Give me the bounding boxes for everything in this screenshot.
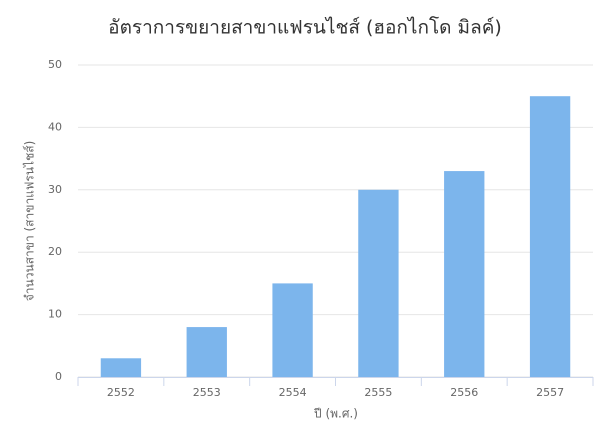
bar (444, 171, 485, 377)
y-tick-label: 50 (48, 58, 62, 71)
bar (272, 283, 313, 377)
y-tick-label: 10 (48, 308, 62, 321)
x-axis-title: ปี (พ.ศ.) (313, 407, 358, 421)
x-tick-label: 2555 (364, 386, 392, 399)
y-tick-label: 30 (48, 183, 62, 196)
x-tick-label: 2554 (279, 386, 307, 399)
x-tick-label: 2553 (193, 386, 221, 399)
bar (358, 189, 399, 377)
y-tick-label: 40 (48, 120, 62, 133)
y-tick-label: 20 (48, 245, 62, 258)
x-tick-label: 2556 (450, 386, 478, 399)
y-axis-title: จำนวนสาขา (สาขาแฟรนไชส์) (23, 141, 37, 301)
bar (186, 327, 227, 377)
x-tick-label: 2557 (536, 386, 564, 399)
chart-title: อัตราการขยายสาขาแฟรนไชส์ (ฮอกไกโด มิลค์) (108, 16, 502, 39)
y-tick-label: 0 (55, 370, 62, 383)
bar (100, 358, 142, 377)
bar (529, 96, 571, 377)
x-tick-label: 2552 (107, 386, 135, 399)
